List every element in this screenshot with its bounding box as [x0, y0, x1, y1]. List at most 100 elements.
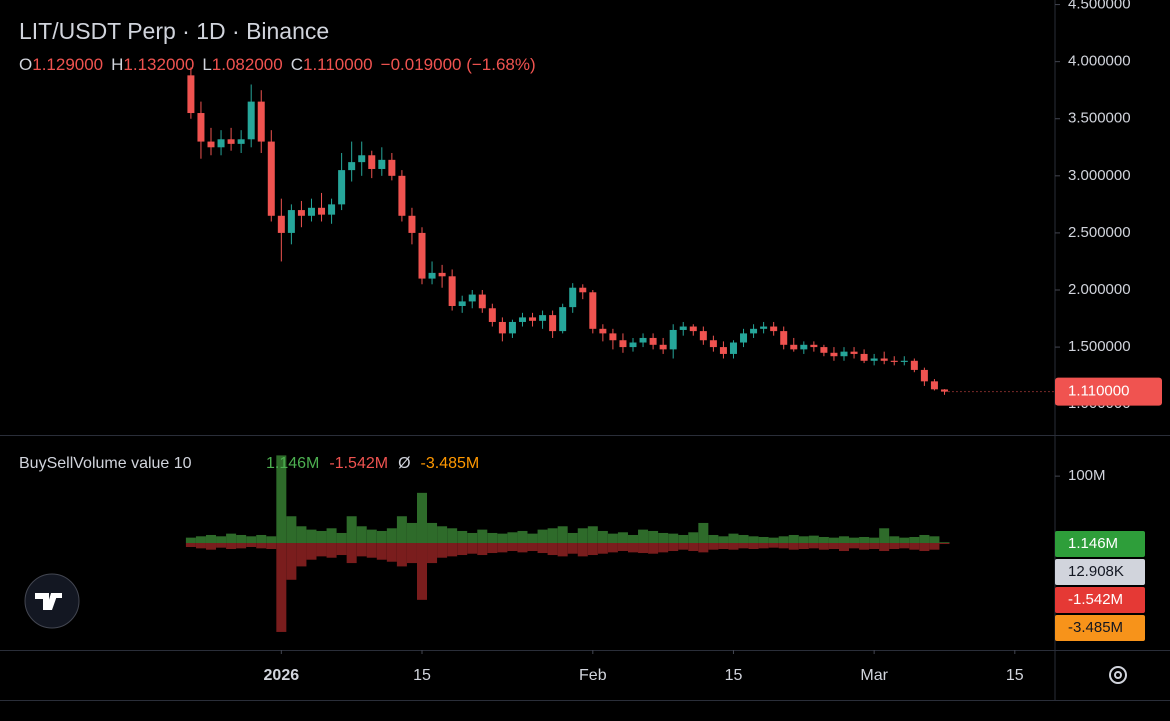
- volume-bar: [396, 543, 407, 567]
- volume-bar: [226, 543, 237, 550]
- ohlc-value: 1.132000: [123, 55, 194, 74]
- volume-bar: [417, 492, 427, 543]
- volume-bar: [236, 534, 247, 543]
- candle-body: [880, 358, 888, 361]
- volume-bar: [778, 536, 789, 543]
- readout: 1.146M -1.542M Ø -3.485M: [266, 455, 479, 472]
- candle-body: [368, 155, 376, 169]
- ohlc-readout: O1.129000 H1.132000 L1.082000 C1.110000 −0.0…: [19, 55, 536, 74]
- volume-bar: [406, 522, 417, 543]
- value-badge: [1055, 615, 1145, 641]
- volume-bar: [427, 522, 438, 543]
- volume-bar: [386, 543, 397, 562]
- volume-bar: [306, 529, 317, 543]
- volume-bar: [758, 536, 769, 543]
- volume-bar: [708, 534, 719, 543]
- candle-body: [599, 328, 607, 334]
- candle-body: [318, 207, 326, 215]
- volume-bar: [437, 543, 448, 558]
- volume-bar: [808, 535, 819, 543]
- volume-bar: [648, 543, 659, 554]
- volume-bar: [889, 536, 900, 543]
- candle-body: [418, 232, 426, 279]
- volume-bar: [849, 543, 860, 549]
- volume-bar: [296, 526, 307, 543]
- volume-bar: [828, 543, 839, 550]
- candle-body: [287, 210, 295, 233]
- volume-bar: [768, 537, 779, 543]
- volume-bar: [226, 533, 237, 543]
- volume-bar: [859, 536, 870, 543]
- volume-bar: [758, 543, 769, 549]
- volume-bar: [336, 532, 347, 543]
- volume-bar: [738, 543, 749, 549]
- volume-bar: [929, 536, 940, 543]
- candle-body: [659, 344, 667, 350]
- candle-body: [890, 360, 898, 362]
- x-tick-label: Mar: [860, 667, 888, 684]
- volume-bar: [316, 530, 327, 543]
- volume-bar: [206, 543, 216, 550]
- candle-body: [448, 276, 456, 306]
- volume-bar: [326, 528, 337, 543]
- candle-body: [267, 141, 275, 216]
- candle-body: [508, 321, 516, 334]
- value-badge: [1055, 531, 1145, 557]
- volume-bar: [818, 536, 829, 543]
- y-tick-label: 100M: [1068, 467, 1106, 484]
- candle-body: [559, 307, 567, 332]
- volume-bar: [376, 530, 387, 543]
- candle-body: [468, 294, 476, 302]
- volume-bar: [577, 543, 588, 557]
- tv-logo[interactable]: [24, 573, 80, 629]
- volume-bar: [286, 543, 297, 580]
- candle-body: [750, 328, 758, 334]
- candle-body: [589, 292, 597, 329]
- volume-bar: [246, 543, 257, 548]
- volume-bar: [889, 543, 900, 550]
- volume-bar: [828, 537, 839, 543]
- volume-bar: [376, 543, 387, 560]
- volume-bar: [356, 526, 367, 543]
- ohlc-key: L: [202, 55, 211, 74]
- volume-bar: [919, 534, 930, 543]
- candle-body: [388, 159, 396, 176]
- candle-body: [669, 329, 677, 350]
- candle-body: [649, 337, 657, 345]
- settings-button[interactable]: [1109, 666, 1127, 684]
- candle-body: [358, 155, 366, 163]
- volume-bar: [607, 543, 618, 553]
- last-price-badge: [1055, 377, 1162, 406]
- candle-body: [629, 342, 637, 348]
- volume-bar: [487, 532, 498, 543]
- volume-bar: [326, 543, 337, 558]
- y-tick-label: 2.000000: [1068, 281, 1131, 298]
- readout-item: 1.146M: [266, 455, 319, 472]
- value-badge-label: 1.146M: [1068, 535, 1118, 552]
- candle-body: [247, 101, 255, 140]
- volume-bar: [467, 532, 478, 543]
- readout-item: Ø: [398, 455, 410, 472]
- candle-body: [398, 175, 406, 216]
- candle-body: [207, 141, 215, 148]
- volume-bar: [818, 543, 829, 550]
- volume-bar: [346, 543, 357, 564]
- candle-body: [197, 113, 205, 142]
- volume-bar: [617, 543, 628, 552]
- volume-bar: [879, 528, 890, 543]
- volume-bar: [527, 533, 538, 543]
- y-tick-label: 2.500000: [1068, 224, 1131, 241]
- candle-body: [910, 360, 918, 370]
- volume-bar: [216, 543, 227, 548]
- volume-bar: [798, 536, 809, 543]
- candle-body: [800, 344, 808, 350]
- ohlc-key: C: [291, 55, 303, 74]
- x-tick-label: 2026: [264, 667, 300, 684]
- candle-body: [790, 344, 798, 350]
- volume-bar: [919, 543, 930, 552]
- candle-body: [860, 353, 868, 361]
- candle-body: [187, 75, 195, 114]
- volume-bar: [839, 536, 849, 543]
- volume-bar: [346, 516, 357, 543]
